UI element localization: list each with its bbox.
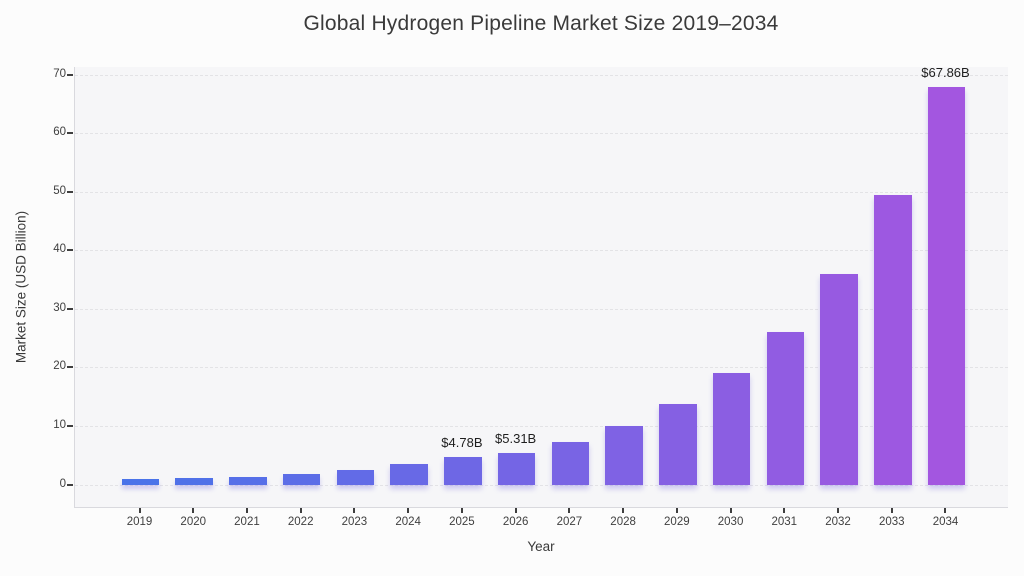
y-tick-label: 60	[53, 126, 66, 139]
gridline	[75, 484, 1008, 486]
x-tick-label: 2022	[287, 516, 314, 528]
x-tick-mark	[783, 508, 786, 513]
y-tick-label: 0	[59, 477, 66, 490]
gridline	[75, 74, 1008, 76]
gridline	[75, 191, 1008, 193]
x-tick-label: 2033	[878, 516, 905, 528]
plot-area	[74, 67, 1008, 508]
bar	[659, 403, 697, 485]
y-tick-label: 70	[53, 67, 66, 80]
gridline	[75, 308, 1008, 310]
bar	[927, 87, 966, 485]
x-tick-label: 2029	[664, 516, 690, 528]
y-axis-label: Market Size (USD Billion)	[13, 210, 29, 364]
y-tick-mark	[67, 425, 73, 427]
bar	[336, 470, 375, 485]
gridline	[75, 133, 1008, 135]
y-tick-label: 20	[53, 360, 66, 373]
bar	[874, 195, 912, 485]
y-tick-label: 40	[53, 243, 66, 256]
x-tick-label: 2030	[717, 516, 744, 528]
x-tick-label: 2028	[610, 516, 636, 528]
y-tick-mark	[67, 249, 73, 252]
bar	[390, 464, 428, 485]
chart-title: Global Hydrogen Pipeline Market Size 201…	[303, 12, 779, 35]
bar	[820, 274, 858, 485]
bar	[121, 479, 160, 485]
x-tick-mark	[514, 508, 517, 513]
x-tick-mark	[890, 508, 893, 513]
x-tick-label: 2034	[932, 516, 959, 528]
bar	[175, 478, 213, 485]
bar	[605, 425, 643, 485]
x-tick-label: 2027	[556, 516, 583, 528]
x-tick-label: 2025	[449, 516, 475, 528]
x-tick-label: 2026	[502, 516, 529, 528]
bar-annotation: $67.86B	[921, 65, 970, 81]
x-tick-mark	[944, 508, 947, 513]
x-tick-label: 2023	[341, 516, 368, 528]
y-tick-label: 10	[53, 419, 66, 431]
bar	[497, 453, 536, 485]
x-tick-label: 2021	[234, 516, 260, 528]
y-tick-mark	[67, 366, 73, 369]
x-tick-label: 2032	[825, 516, 851, 528]
x-tick-mark	[460, 508, 463, 513]
x-tick-mark	[138, 508, 141, 513]
y-tick-mark	[67, 73, 73, 76]
x-tick-mark	[622, 508, 625, 513]
bar	[229, 476, 267, 485]
x-tick-mark	[245, 508, 248, 513]
y-tick-mark	[67, 483, 73, 486]
x-tick-mark	[837, 508, 840, 513]
x-tick-mark	[299, 508, 302, 513]
x-tick-mark	[729, 508, 732, 513]
x-tick-mark	[407, 508, 410, 513]
bar-annotation: $5.31B	[495, 431, 537, 447]
x-tick-label: 2024	[395, 516, 421, 528]
y-tick-mark	[67, 132, 73, 135]
bar	[766, 331, 805, 485]
x-tick-mark	[675, 508, 678, 513]
x-axis-label: Year	[527, 539, 555, 554]
y-tick-label: 50	[53, 184, 66, 197]
y-tick-label: 30	[53, 301, 66, 314]
gridline	[75, 367, 1008, 369]
y-tick-mark	[67, 307, 73, 310]
x-tick-mark	[192, 508, 195, 513]
bar	[551, 441, 590, 485]
bar	[282, 473, 321, 485]
bar	[712, 373, 751, 485]
x-tick-mark	[568, 508, 571, 513]
x-tick-label: 2019	[126, 516, 153, 528]
gridline	[75, 426, 1008, 427]
x-tick-mark	[353, 508, 356, 513]
bar-annotation: $4.78B	[441, 434, 483, 450]
y-tick-mark	[67, 190, 73, 193]
x-tick-label: 2031	[771, 516, 798, 528]
x-tick-label: 2020	[180, 516, 207, 528]
gridline	[75, 250, 1008, 252]
bar	[444, 456, 482, 485]
